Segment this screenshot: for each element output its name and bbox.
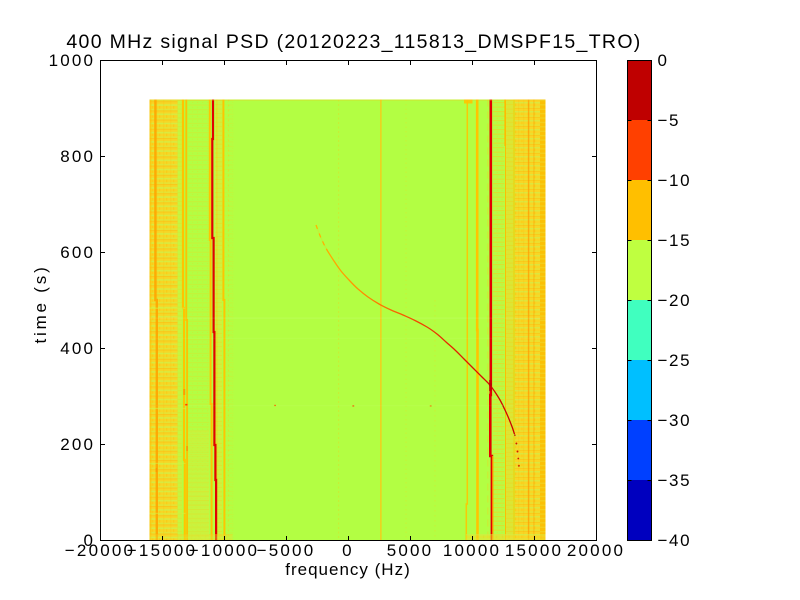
svg-text:5000: 5000 bbox=[387, 541, 434, 560]
svg-text:800: 800 bbox=[60, 147, 95, 166]
svg-text:0: 0 bbox=[658, 51, 669, 70]
svg-text:−15000: −15000 bbox=[127, 541, 197, 560]
svg-text:−20000: −20000 bbox=[65, 541, 135, 560]
svg-text:−40: −40 bbox=[658, 531, 692, 550]
svg-text:0: 0 bbox=[342, 541, 354, 560]
svg-text:600: 600 bbox=[60, 243, 95, 262]
svg-text:20000: 20000 bbox=[567, 541, 625, 560]
svg-text:−30: −30 bbox=[658, 411, 692, 430]
svg-text:−5: −5 bbox=[658, 111, 681, 130]
svg-text:200: 200 bbox=[60, 435, 95, 454]
svg-text:time (s): time (s) bbox=[31, 264, 50, 343]
svg-text:0: 0 bbox=[84, 531, 96, 550]
svg-text:−20: −20 bbox=[658, 291, 692, 310]
svg-text:400: 400 bbox=[60, 339, 95, 358]
svg-text:−15: −15 bbox=[658, 231, 692, 250]
svg-text:10000: 10000 bbox=[443, 541, 501, 560]
svg-text:−10: −10 bbox=[658, 171, 692, 190]
svg-text:frequency (Hz): frequency (Hz) bbox=[285, 560, 410, 579]
svg-text:−35: −35 bbox=[658, 471, 692, 490]
svg-text:−25: −25 bbox=[658, 351, 692, 370]
svg-text:−5000: −5000 bbox=[257, 541, 316, 560]
svg-text:−10000: −10000 bbox=[189, 541, 259, 560]
svg-text:1000: 1000 bbox=[49, 51, 96, 70]
svg-text:15000: 15000 bbox=[505, 541, 563, 560]
svg-text:400 MHz signal PSD (20120223_1: 400 MHz signal PSD (20120223_115813_DMSP… bbox=[66, 31, 641, 53]
